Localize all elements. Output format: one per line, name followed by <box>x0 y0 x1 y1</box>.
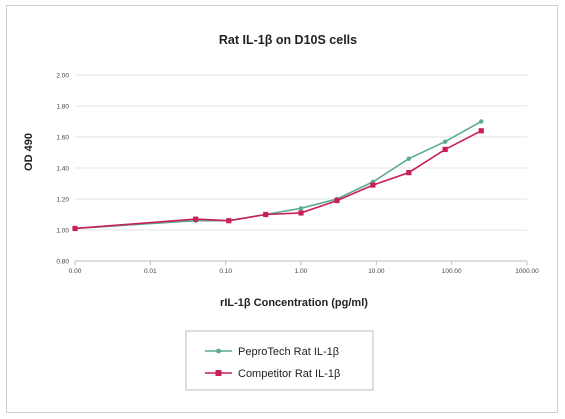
series-group <box>72 119 484 232</box>
series-point-2 <box>226 218 232 224</box>
y-tick-labels: 0.80 1.00 1.20 1.40 1.60 1.80 2.00 <box>56 73 69 266</box>
y-tick-label: 1.80 <box>56 104 69 111</box>
legend-label: Competitor Rat IL-1β <box>238 368 340 380</box>
legend-swatch-marker <box>215 370 222 376</box>
series-point-2 <box>370 182 376 188</box>
x-tick-label: 1000.00 <box>515 268 539 275</box>
x-tick-labels: 0.00 0.01 0.10 1.00 10.00 100.00 1000.00 <box>69 268 539 275</box>
legend-box <box>185 330 374 391</box>
x-tick-label: 1.00 <box>295 268 308 275</box>
series-point-2 <box>72 225 78 232</box>
y-tick-label: 1.40 <box>56 166 69 173</box>
series-line-2 <box>74 130 482 230</box>
series-point-2 <box>193 216 199 222</box>
y-axis-title: OD 490 <box>23 133 35 171</box>
series-point-1 <box>406 156 412 161</box>
series-point-2 <box>478 128 484 134</box>
legend-label: PeproTech Rat IL-1β <box>238 346 339 358</box>
x-tick-label: 0.00 <box>69 268 82 275</box>
x-tick-label: 100.00 <box>442 268 462 275</box>
series-point-2 <box>298 210 304 216</box>
x-tick-label: 0.01 <box>144 268 157 275</box>
series-point-1 <box>442 139 448 144</box>
x-axis-title: rIL-1β Concentration (pg/ml) <box>220 297 368 309</box>
y-tick-label: 1.00 <box>56 228 69 235</box>
series-point-2 <box>263 211 269 218</box>
series-point-1 <box>479 119 484 124</box>
y-tick-label: 1.20 <box>56 197 69 204</box>
y-tick-label: 2.00 <box>56 73 69 80</box>
series-point-2 <box>442 146 448 152</box>
series-point-2 <box>334 197 340 204</box>
chart-title: Rat IL-1β on D10S cells <box>219 33 357 47</box>
axes <box>74 260 528 265</box>
gridlines <box>75 74 527 231</box>
y-tick-label: 1.60 <box>56 135 69 142</box>
legend-swatch-marker <box>216 348 221 354</box>
x-tick-label: 0.10 <box>219 268 232 275</box>
series-point-1 <box>298 206 304 211</box>
series-line-1 <box>74 120 482 230</box>
y-tick-label: 0.80 <box>56 259 69 266</box>
x-tick-label: 10.00 <box>368 268 385 275</box>
legend: PeproTech Rat IL-1β Competitor Rat IL-1β <box>185 330 374 391</box>
series-point-2 <box>406 170 412 176</box>
